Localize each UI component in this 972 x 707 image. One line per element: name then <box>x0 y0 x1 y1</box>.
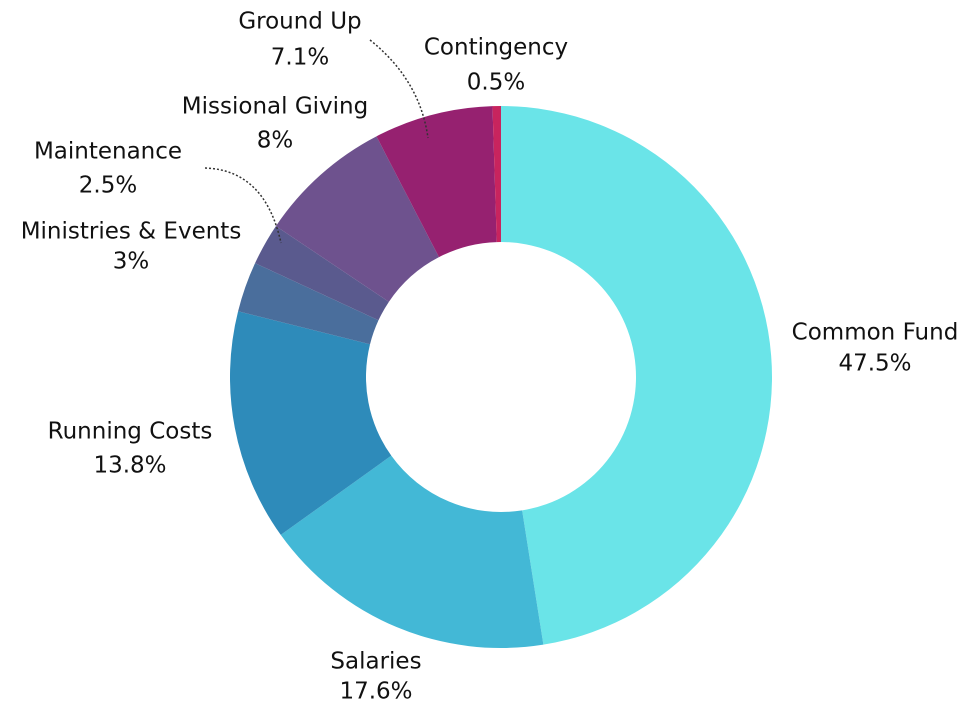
slice <box>230 311 392 535</box>
slice-label: Common Fund <box>792 320 959 346</box>
leader-line <box>369 39 429 139</box>
slice <box>275 136 439 302</box>
slice-label: Ministries & Events <box>21 219 242 245</box>
slice-label: Salaries <box>330 649 421 675</box>
slice <box>280 455 544 648</box>
value-label: 17.6% <box>339 679 412 705</box>
slice <box>492 106 501 243</box>
slice <box>255 226 389 321</box>
slice-label: Ground Up <box>238 9 361 35</box>
slice-label: Contingency <box>424 35 568 61</box>
value-label: 0.5% <box>467 70 525 96</box>
value-label: 2.5% <box>79 173 137 199</box>
value-label: 47.5% <box>838 351 911 377</box>
value-label: 8% <box>257 128 294 154</box>
slices <box>230 106 772 648</box>
value-label: 3% <box>113 249 150 275</box>
slice-label: Running Costs <box>48 419 213 445</box>
value-label: 13.8% <box>93 453 166 479</box>
value-label: 7.1% <box>271 45 329 71</box>
slice <box>238 263 379 345</box>
slice-label: Maintenance <box>34 139 182 165</box>
slice <box>376 106 497 258</box>
slice-label: Missional Giving <box>182 94 368 120</box>
leader-line <box>204 167 282 244</box>
slice <box>501 106 772 645</box>
